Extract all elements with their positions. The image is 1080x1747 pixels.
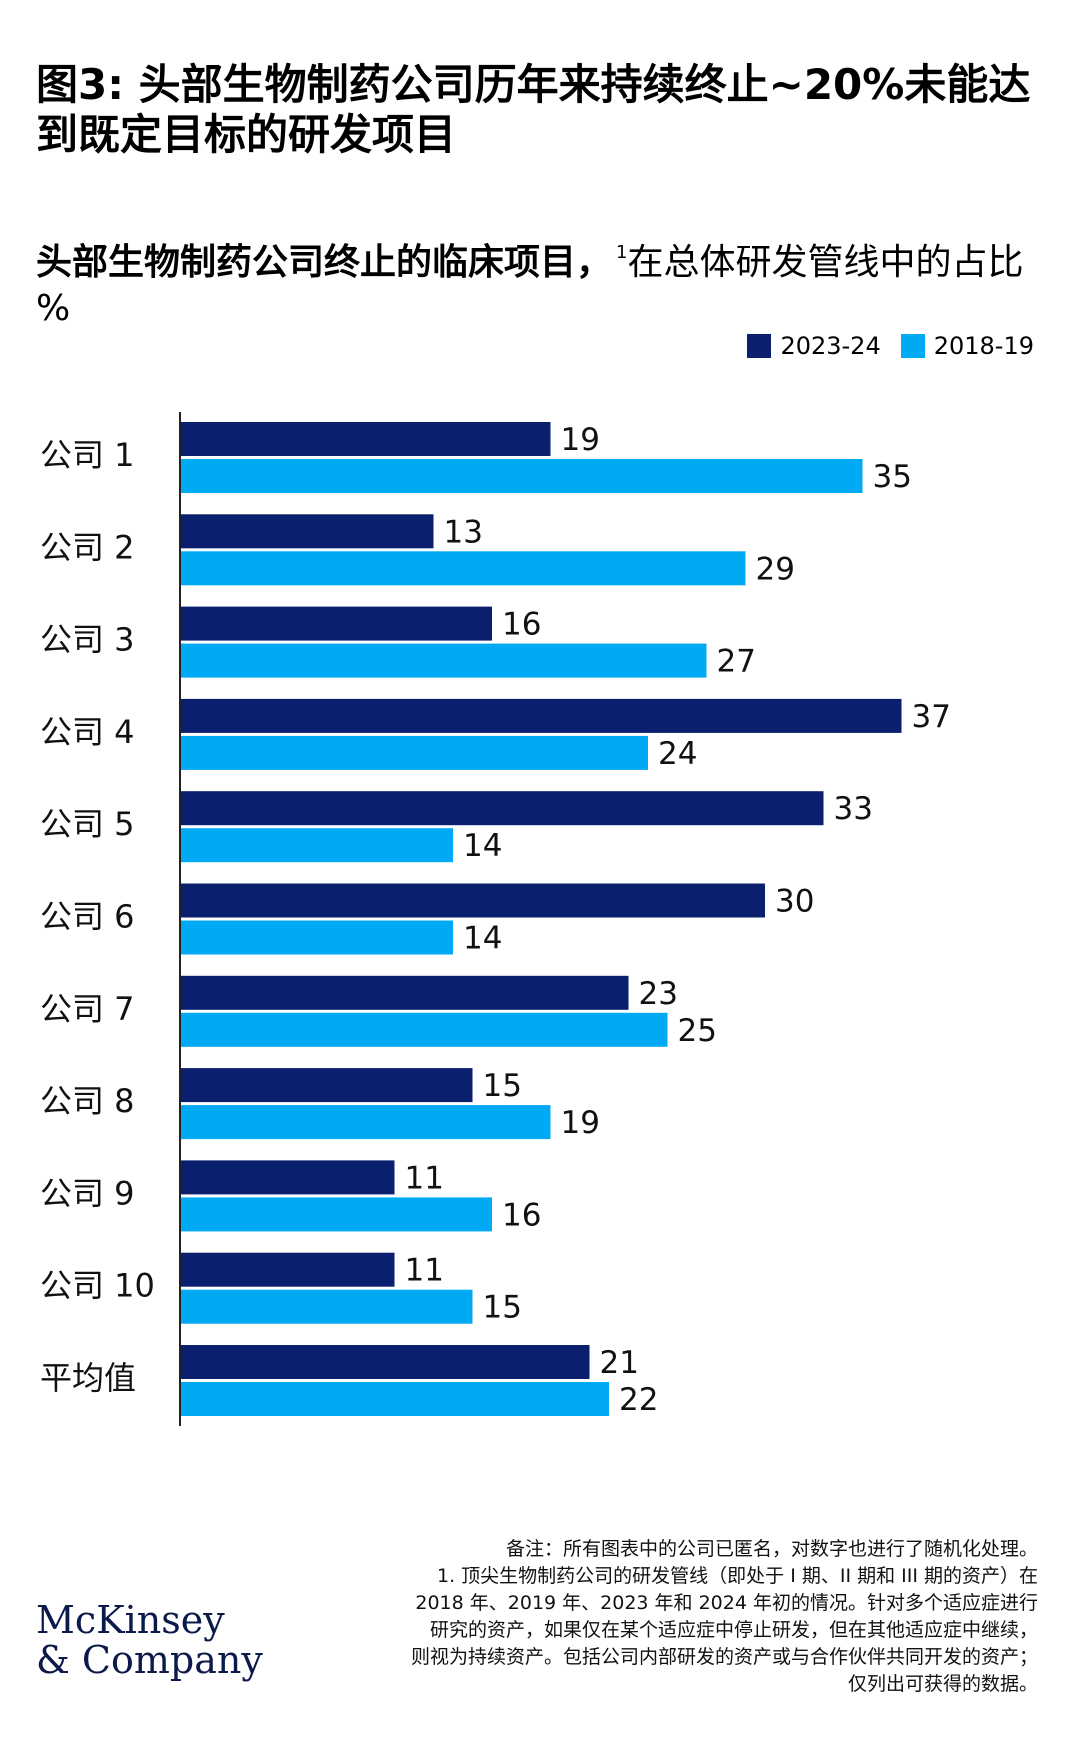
data-label: 30 <box>775 884 814 920</box>
legend-label-2023-24: 2023-24 <box>780 332 881 360</box>
data-label: 16 <box>502 607 541 643</box>
bar-2023-24 <box>180 422 551 456</box>
data-label: 22 <box>619 1382 658 1418</box>
bar-2018-19 <box>180 828 453 863</box>
legend-item-2018-19: 2018-19 <box>900 332 1034 360</box>
footnote-line: 仅列出可获得的数据。 <box>847 1673 1038 1695</box>
category-label: 公司 10 <box>40 1267 155 1305</box>
data-label: 15 <box>483 1290 522 1326</box>
footnote-line: 研究的资产，如果仅在某个适应症中停止研发，但在其他适应症中继续， <box>429 1619 1038 1641</box>
data-label: 37 <box>912 699 951 735</box>
footnote-note: 备注：所有图表中的公司已匿名，对数字也进行了随机化处理。 <box>505 1538 1038 1560</box>
category-label: 公司 1 <box>40 436 135 474</box>
bar-2023-24 <box>180 975 629 1010</box>
data-label: 24 <box>658 736 697 772</box>
data-label: 35 <box>873 459 912 495</box>
bar-2023-24 <box>180 791 824 826</box>
bar-2018-19 <box>180 643 707 678</box>
bar-2023-24 <box>180 514 434 549</box>
data-label: 11 <box>405 1160 444 1196</box>
data-label: 21 <box>600 1345 639 1381</box>
mckinsey-logo: McKinsey & Company <box>36 1600 263 1680</box>
category-label: 公司 6 <box>40 898 135 936</box>
footnote-line: 2018 年、2019 年、2023 年和 2024 年初的情况。针对多个适应症… <box>415 1592 1038 1614</box>
bar-chart: 公司 1 19 35 公司 2 13 29 公司 3 16 27 公司 4 37 24 公司 5 33 14… <box>40 412 951 1426</box>
legend-label-2018-19: 2018-19 <box>933 332 1034 360</box>
page-title: 图3: 头部生物制药公司历年来持续终止~20%未能达到既定目标的研发项目 <box>36 60 1031 159</box>
data-label: 16 <box>502 1197 541 1233</box>
data-label: 29 <box>756 551 795 587</box>
category-label: 平均值 <box>40 1359 136 1397</box>
bar-2023-24 <box>180 883 765 918</box>
data-label: 11 <box>405 1253 444 1289</box>
bar-2018-19 <box>180 1289 473 1324</box>
category-label: 公司 3 <box>40 621 135 659</box>
bar-2018-19 <box>180 459 863 493</box>
bar-2018-19 <box>180 551 746 586</box>
footnote-marker: 1 <box>616 242 628 263</box>
category-label: 公司 5 <box>40 805 135 843</box>
footnote-line: 则视为持续资产。包括公司内部研发的资产或与合作伙伴共同开发的资产； <box>410 1646 1038 1668</box>
bar-2023-24 <box>180 606 492 641</box>
category-label: 公司 4 <box>40 713 135 751</box>
data-label: 13 <box>444 514 483 550</box>
category-label: 公司 9 <box>40 1174 135 1212</box>
subtitle-main: 头部生物制药公司终止的临床项目， <box>36 242 613 283</box>
legend-swatch-2023-24 <box>747 334 772 358</box>
bar-2018-19 <box>180 1012 668 1047</box>
footnotes: 备注：所有图表中的公司已匿名，对数字也进行了随机化处理。 1. 顶尖生物制药公司… <box>308 1536 1038 1698</box>
data-label: 19 <box>561 422 600 458</box>
chart-legend: 2023-24 2018-19 <box>727 332 1034 360</box>
bar-2023-24 <box>180 1252 395 1287</box>
bar-2018-19 <box>180 1105 551 1140</box>
bar-2023-24 <box>180 1068 473 1103</box>
bar-2018-19 <box>180 1197 492 1232</box>
data-label: 25 <box>678 1013 717 1049</box>
bar-2023-24 <box>180 1345 590 1379</box>
category-label: 公司 2 <box>40 528 135 566</box>
logo-line-1: McKinsey <box>36 1598 225 1642</box>
data-label: 27 <box>717 644 756 680</box>
bar-2018-19 <box>180 1382 609 1416</box>
data-label: 14 <box>463 921 502 957</box>
bar-2023-24 <box>180 698 902 733</box>
data-label: 23 <box>639 976 678 1012</box>
data-label: 14 <box>463 828 502 864</box>
data-label: 33 <box>834 791 873 827</box>
bar-2018-19 <box>180 735 648 770</box>
logo-line-2: & Company <box>36 1638 263 1682</box>
legend-swatch-2018-19 <box>900 334 925 358</box>
data-label: 15 <box>483 1068 522 1104</box>
category-label: 公司 7 <box>40 990 135 1028</box>
bar-2023-24 <box>180 1160 395 1195</box>
subtitle-rest: 在总体研发管线中的占比 % <box>36 242 1024 329</box>
legend-item-2023-24: 2023-24 <box>747 332 881 360</box>
bar-2018-19 <box>180 920 453 955</box>
footnote-line: 1. 顶尖生物制药公司的研发管线（即处于 I 期、II 期和 III 期的资产）… <box>437 1565 1038 1587</box>
chart-subtitle: 头部生物制药公司终止的临床项目， 1在总体研发管线中的占比 % <box>36 230 1046 332</box>
data-label: 19 <box>561 1105 600 1141</box>
category-label: 公司 8 <box>40 1082 135 1120</box>
